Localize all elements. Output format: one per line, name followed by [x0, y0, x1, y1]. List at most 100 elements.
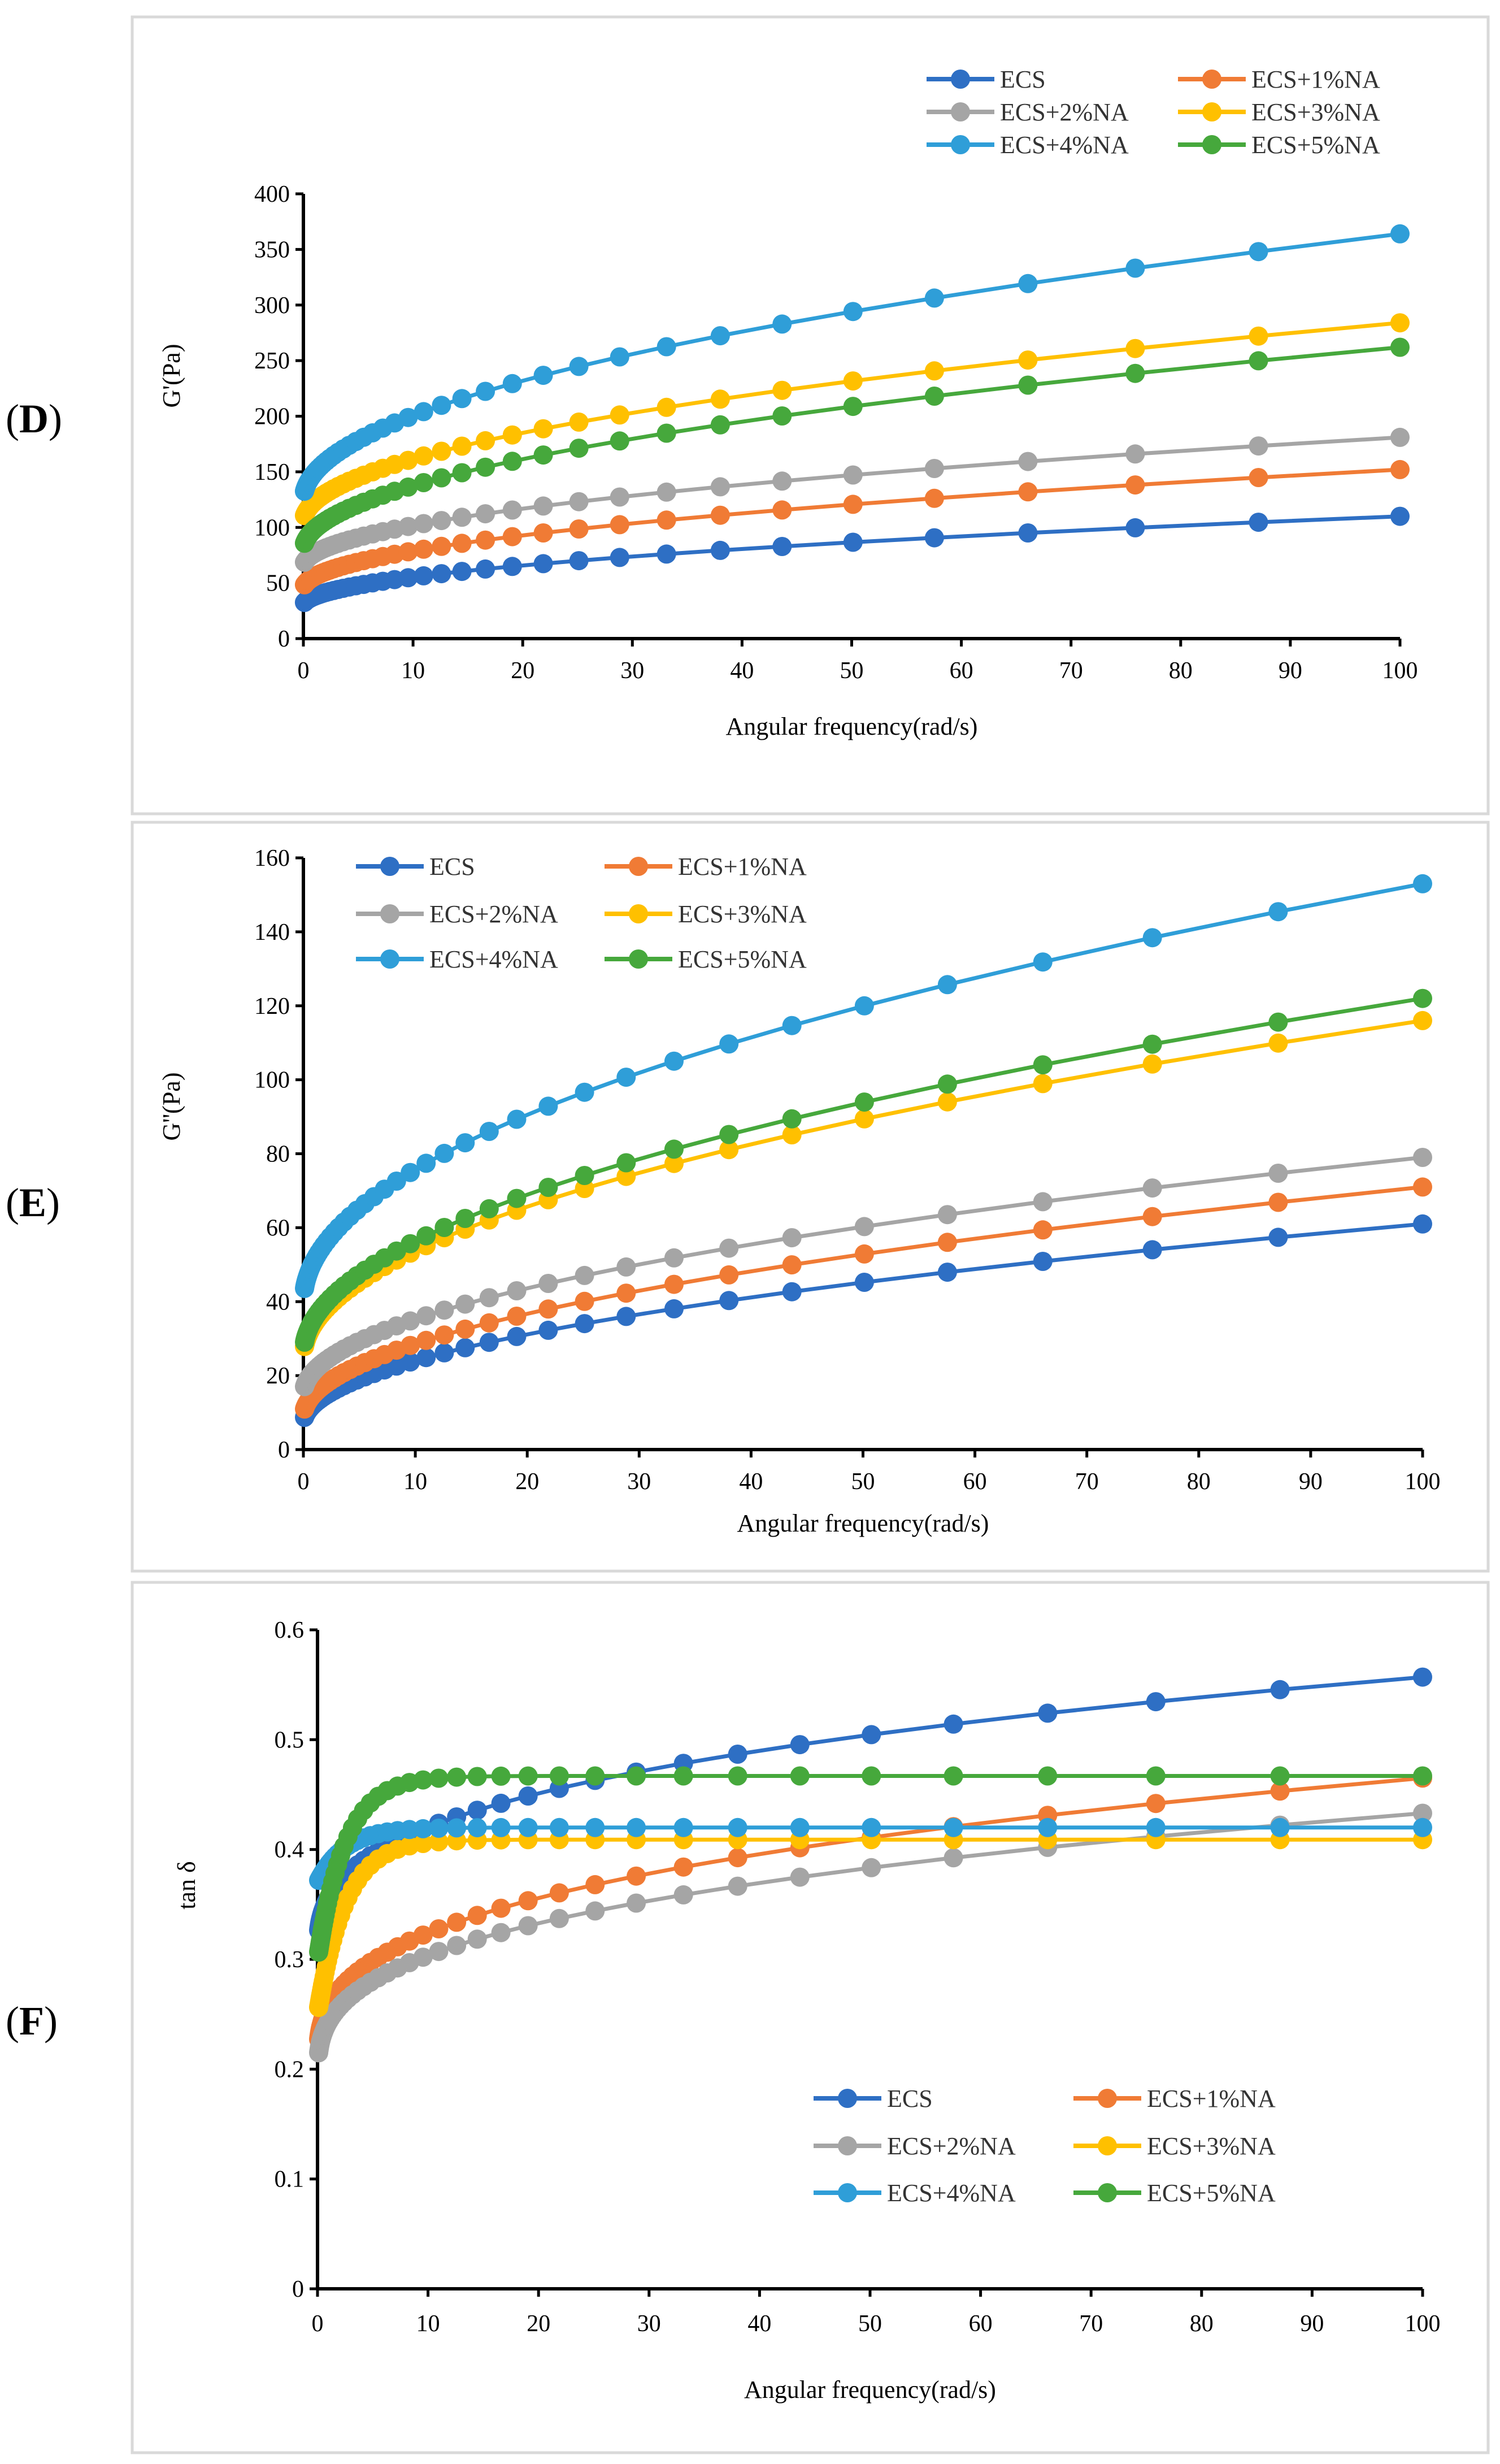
data-point [656, 510, 676, 530]
x-tick-label: 0 [298, 1469, 310, 1495]
data-point [937, 1263, 957, 1282]
data-point [772, 406, 792, 426]
x-tick-label: 40 [739, 1469, 763, 1495]
chart-loss-tangent: 0 0.1 0.2 0.3 0.4 0.5 0.6 0 10 20 30 40 50 60 70 80 90 10… [173, 1617, 1441, 2404]
data-point [467, 1767, 487, 1786]
data-point [452, 436, 472, 456]
legend: ECS ECS+1%NA ECS+2%NA ECS+3%NA ECS+4%NA ECS+5… [927, 66, 1380, 159]
data-point [610, 405, 629, 425]
data-point [843, 465, 863, 485]
data-point [1270, 1766, 1290, 1786]
data-point [616, 1153, 636, 1173]
data-point [1033, 1252, 1053, 1271]
data-point [549, 1908, 569, 1928]
data-point [710, 505, 730, 525]
data-point [656, 397, 676, 417]
y-tick-label: 400 [254, 181, 290, 207]
data-point [854, 1244, 874, 1264]
data-point [502, 452, 522, 471]
legend-swatch-marker [951, 70, 970, 89]
series-ecs-2pctna [294, 427, 1410, 572]
data-point [782, 1255, 802, 1275]
data-point [429, 1819, 449, 1838]
data-point [569, 519, 589, 539]
data-point [538, 1178, 558, 1197]
x-tick-label: 80 [1190, 2311, 1214, 2337]
data-point [455, 1209, 475, 1228]
data-point [1125, 339, 1145, 358]
y-tick-label: 50 [266, 571, 290, 597]
data-point [432, 536, 451, 556]
data-point [843, 532, 863, 552]
data-point [398, 542, 418, 562]
y-axis-title: G''(Pa) [158, 1073, 185, 1141]
legend-item-ecs-2pctna: ECS+2%NA [814, 2132, 1016, 2160]
data-point [401, 1162, 420, 1182]
legend-label: ECS+3%NA [1251, 98, 1380, 126]
data-point [479, 1313, 499, 1333]
data-point [710, 389, 730, 409]
data-point [664, 1248, 684, 1268]
data-point [432, 441, 451, 461]
data-point [434, 1325, 454, 1345]
data-point [924, 459, 944, 478]
data-point [664, 1051, 684, 1071]
data-point [1249, 326, 1268, 346]
y-tick-label: 0.3 [275, 1947, 305, 1973]
data-point [610, 431, 629, 451]
x-tick-label: 90 [1279, 658, 1302, 684]
data-point [434, 1218, 454, 1237]
data-point [533, 445, 553, 465]
data-point [502, 374, 522, 393]
data-point [1413, 988, 1432, 1008]
y-tick-label: 150 [254, 459, 290, 485]
x-tick-label: 90 [1299, 1469, 1323, 1495]
data-point [479, 1199, 499, 1218]
data-point [416, 1348, 436, 1368]
legend-label: ECS+1%NA [1251, 66, 1380, 93]
data-point [1413, 1214, 1432, 1234]
legend-label: ECS+4%NA [429, 945, 558, 973]
data-point [1018, 523, 1038, 543]
data-point [719, 1034, 739, 1054]
x-tick-label: 20 [527, 2311, 550, 2337]
legend-label: ECS [1000, 66, 1046, 93]
data-point [1268, 902, 1288, 922]
data-point [1142, 1207, 1162, 1226]
x-tick-label: 50 [851, 1469, 875, 1495]
legend-swatch-marker [1098, 2089, 1117, 2108]
x-tick-label: 40 [747, 2311, 771, 2337]
data-point [476, 559, 495, 579]
data-point [937, 1233, 957, 1252]
data-point [429, 1919, 449, 1938]
data-point [937, 1205, 957, 1225]
data-point [413, 1925, 433, 1945]
y-tick-label: 120 [254, 994, 290, 1020]
y-tick-label: 80 [266, 1142, 290, 1168]
data-point [627, 1766, 646, 1786]
data-point [413, 1834, 433, 1853]
y-tick-label: 20 [266, 1363, 290, 1389]
data-point [467, 1818, 487, 1838]
data-point [447, 1767, 467, 1787]
data-point [452, 389, 472, 409]
x-axis-title: Angular frequency(rad/s) [726, 713, 978, 740]
data-point [429, 1768, 449, 1788]
data-point [664, 1274, 684, 1294]
data-point [772, 380, 792, 400]
data-point [1390, 427, 1410, 447]
data-point [1033, 952, 1053, 972]
data-point [843, 371, 863, 391]
data-point [479, 1333, 499, 1352]
data-point [1390, 506, 1410, 526]
legend-swatch-marker [951, 102, 970, 122]
data-point [569, 551, 589, 571]
data-point [728, 1766, 747, 1786]
data-point [1268, 1227, 1288, 1247]
data-point [1413, 1766, 1432, 1786]
data-point [1146, 1692, 1166, 1712]
legend-label: ECS+2%NA [887, 2132, 1016, 2160]
y-tick-label: 40 [266, 1289, 290, 1315]
legend-item-ecs-4pctna: ECS+4%NA [927, 131, 1129, 159]
data-point [455, 1133, 475, 1153]
